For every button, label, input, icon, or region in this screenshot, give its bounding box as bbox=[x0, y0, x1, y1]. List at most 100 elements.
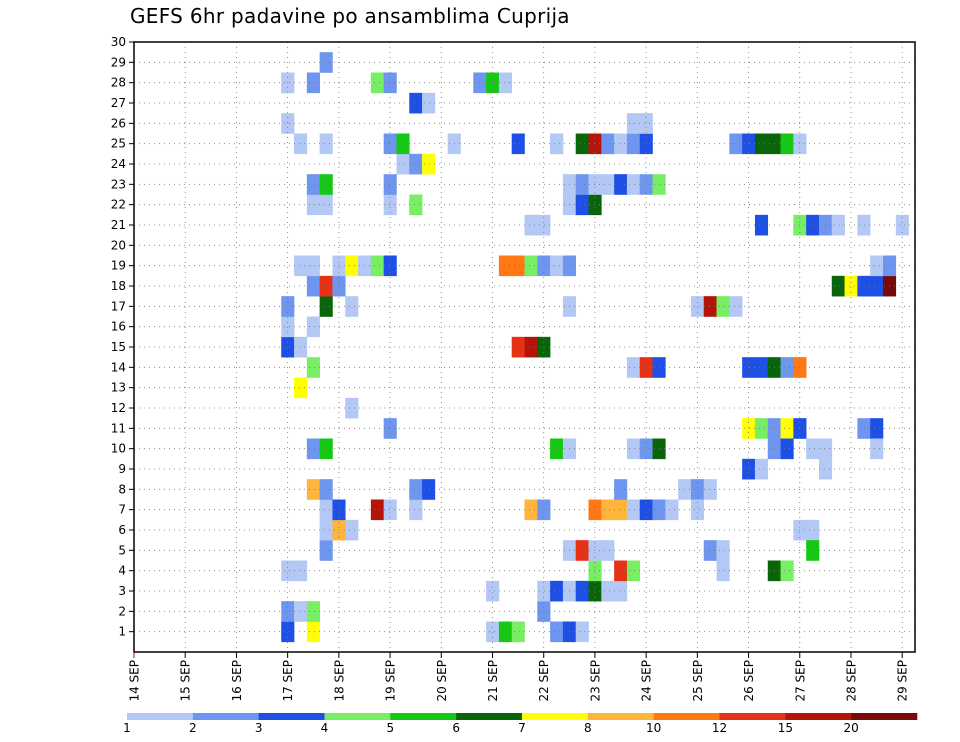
colorbar-label: 8 bbox=[584, 721, 592, 735]
heatmap-cell bbox=[729, 296, 743, 317]
heatmap-cell bbox=[754, 458, 769, 480]
heatmap-cell bbox=[281, 560, 295, 582]
heatmap-cell bbox=[742, 133, 756, 155]
heatmap-cell bbox=[818, 458, 833, 480]
heatmap-cell bbox=[537, 601, 551, 622]
heatmap-cell bbox=[575, 194, 589, 216]
heatmap-cell bbox=[703, 296, 717, 317]
heatmap-cell bbox=[486, 621, 500, 643]
heatmap-cell bbox=[575, 580, 589, 602]
x-tick-label: 14 SEP bbox=[128, 660, 142, 702]
heatmap-cell bbox=[806, 519, 820, 541]
y-tick-label: 17 bbox=[111, 299, 126, 313]
heatmap-cell bbox=[511, 621, 525, 643]
heatmap-cell bbox=[294, 255, 308, 277]
x-tick-label: 21 SEP bbox=[486, 660, 500, 702]
heatmap-cell bbox=[614, 499, 628, 521]
heatmap-cell bbox=[550, 621, 564, 643]
heatmap-cell bbox=[870, 438, 884, 460]
heatmap-cell bbox=[780, 438, 794, 460]
x-tick-label: 16 SEP bbox=[230, 660, 244, 702]
heatmap-cell bbox=[575, 174, 589, 195]
x-tick-label: 18 SEP bbox=[332, 660, 346, 702]
heatmap-cell bbox=[601, 133, 615, 155]
heatmap-cell bbox=[601, 580, 615, 602]
heatmap-cell bbox=[383, 174, 397, 195]
heatmap-cell bbox=[780, 133, 794, 155]
heatmap-cell bbox=[818, 214, 833, 236]
y-tick-label: 4 bbox=[118, 564, 126, 578]
y-tick-label: 19 bbox=[111, 259, 126, 273]
heatmap-cell bbox=[537, 255, 551, 277]
heatmap-cell bbox=[306, 275, 320, 297]
heatmap-cell bbox=[754, 214, 769, 236]
colorbar-swatch bbox=[258, 713, 325, 720]
heatmap-cell bbox=[294, 336, 308, 358]
heatmap-cell bbox=[319, 133, 333, 155]
heatmap-cell bbox=[524, 255, 538, 277]
heatmap-cell bbox=[409, 153, 423, 175]
heatmap-cell bbox=[742, 418, 756, 439]
heatmap-cell bbox=[806, 540, 820, 561]
heatmap-cell bbox=[319, 52, 333, 73]
y-tick-label: 30 bbox=[111, 35, 126, 49]
colorbar-label: 20 bbox=[844, 721, 859, 735]
y-tick-label: 8 bbox=[118, 482, 126, 496]
heatmap-cell bbox=[857, 418, 871, 439]
heatmap-cell bbox=[754, 133, 769, 155]
heatmap-cell bbox=[281, 316, 295, 338]
heatmap-cell bbox=[639, 499, 653, 521]
heatmap-cell bbox=[831, 214, 845, 236]
heatmap-cell bbox=[319, 174, 333, 195]
heatmap-cell bbox=[345, 296, 359, 317]
heatmap-cell bbox=[511, 336, 525, 358]
colorbar-swatch bbox=[192, 713, 259, 720]
heatmap-cell bbox=[614, 174, 628, 195]
heatmap-cell bbox=[319, 479, 333, 500]
heatmap-cell bbox=[281, 113, 295, 134]
heatmap-cell bbox=[319, 540, 333, 561]
y-tick-label: 21 bbox=[111, 218, 126, 232]
x-tick-label: 15 SEP bbox=[179, 660, 193, 702]
heatmap-cell bbox=[588, 560, 602, 582]
heatmap-cell bbox=[729, 133, 743, 155]
heatmap-cell bbox=[690, 296, 705, 317]
heatmap-cell bbox=[857, 214, 871, 236]
heatmap-cell bbox=[626, 133, 641, 155]
heatmap-cell bbox=[383, 194, 397, 216]
heatmap-cell bbox=[422, 92, 436, 114]
heatmap-cell bbox=[281, 601, 295, 622]
heatmap-cell bbox=[550, 255, 564, 277]
y-tick-label: 14 bbox=[111, 360, 126, 374]
x-tick-label: 28 SEP bbox=[844, 660, 858, 702]
heatmap-cell bbox=[614, 479, 628, 500]
x-axis: 14 SEP 15 SEP 16 SEP 17 SEP 18 SEP 19 SEP 20 S… bbox=[128, 652, 910, 702]
heatmap-cell bbox=[601, 540, 615, 561]
y-tick-label: 25 bbox=[111, 137, 126, 151]
x-tick-label: 29 SEP bbox=[896, 660, 910, 702]
heatmap-cell bbox=[626, 357, 641, 378]
colorbar-swatch bbox=[851, 713, 918, 720]
y-tick-label: 10 bbox=[111, 442, 126, 456]
y-tick-label: 5 bbox=[118, 543, 126, 557]
heatmap-cell bbox=[601, 499, 615, 521]
heatmap-cell bbox=[396, 133, 410, 155]
heatmap-cell bbox=[498, 255, 512, 277]
heatmap-cell bbox=[550, 438, 564, 460]
y-tick-label: 24 bbox=[111, 157, 126, 171]
heatmap-cell bbox=[370, 255, 384, 277]
heatmap-cell bbox=[614, 560, 628, 582]
heatmap-cell bbox=[806, 438, 820, 460]
heatmap-cell bbox=[345, 255, 359, 277]
x-tick-label: 24 SEP bbox=[640, 660, 654, 702]
y-tick-label: 15 bbox=[111, 340, 126, 354]
heatmap-cell bbox=[306, 72, 320, 94]
y-tick-label: 9 bbox=[118, 462, 126, 476]
heatmap-cell bbox=[409, 194, 423, 216]
heatmap-cell bbox=[370, 72, 384, 94]
heatmap-cell bbox=[281, 621, 295, 643]
heatmap-cell bbox=[754, 418, 769, 439]
heatmap-cell bbox=[626, 499, 641, 521]
gridlines bbox=[134, 41, 915, 652]
